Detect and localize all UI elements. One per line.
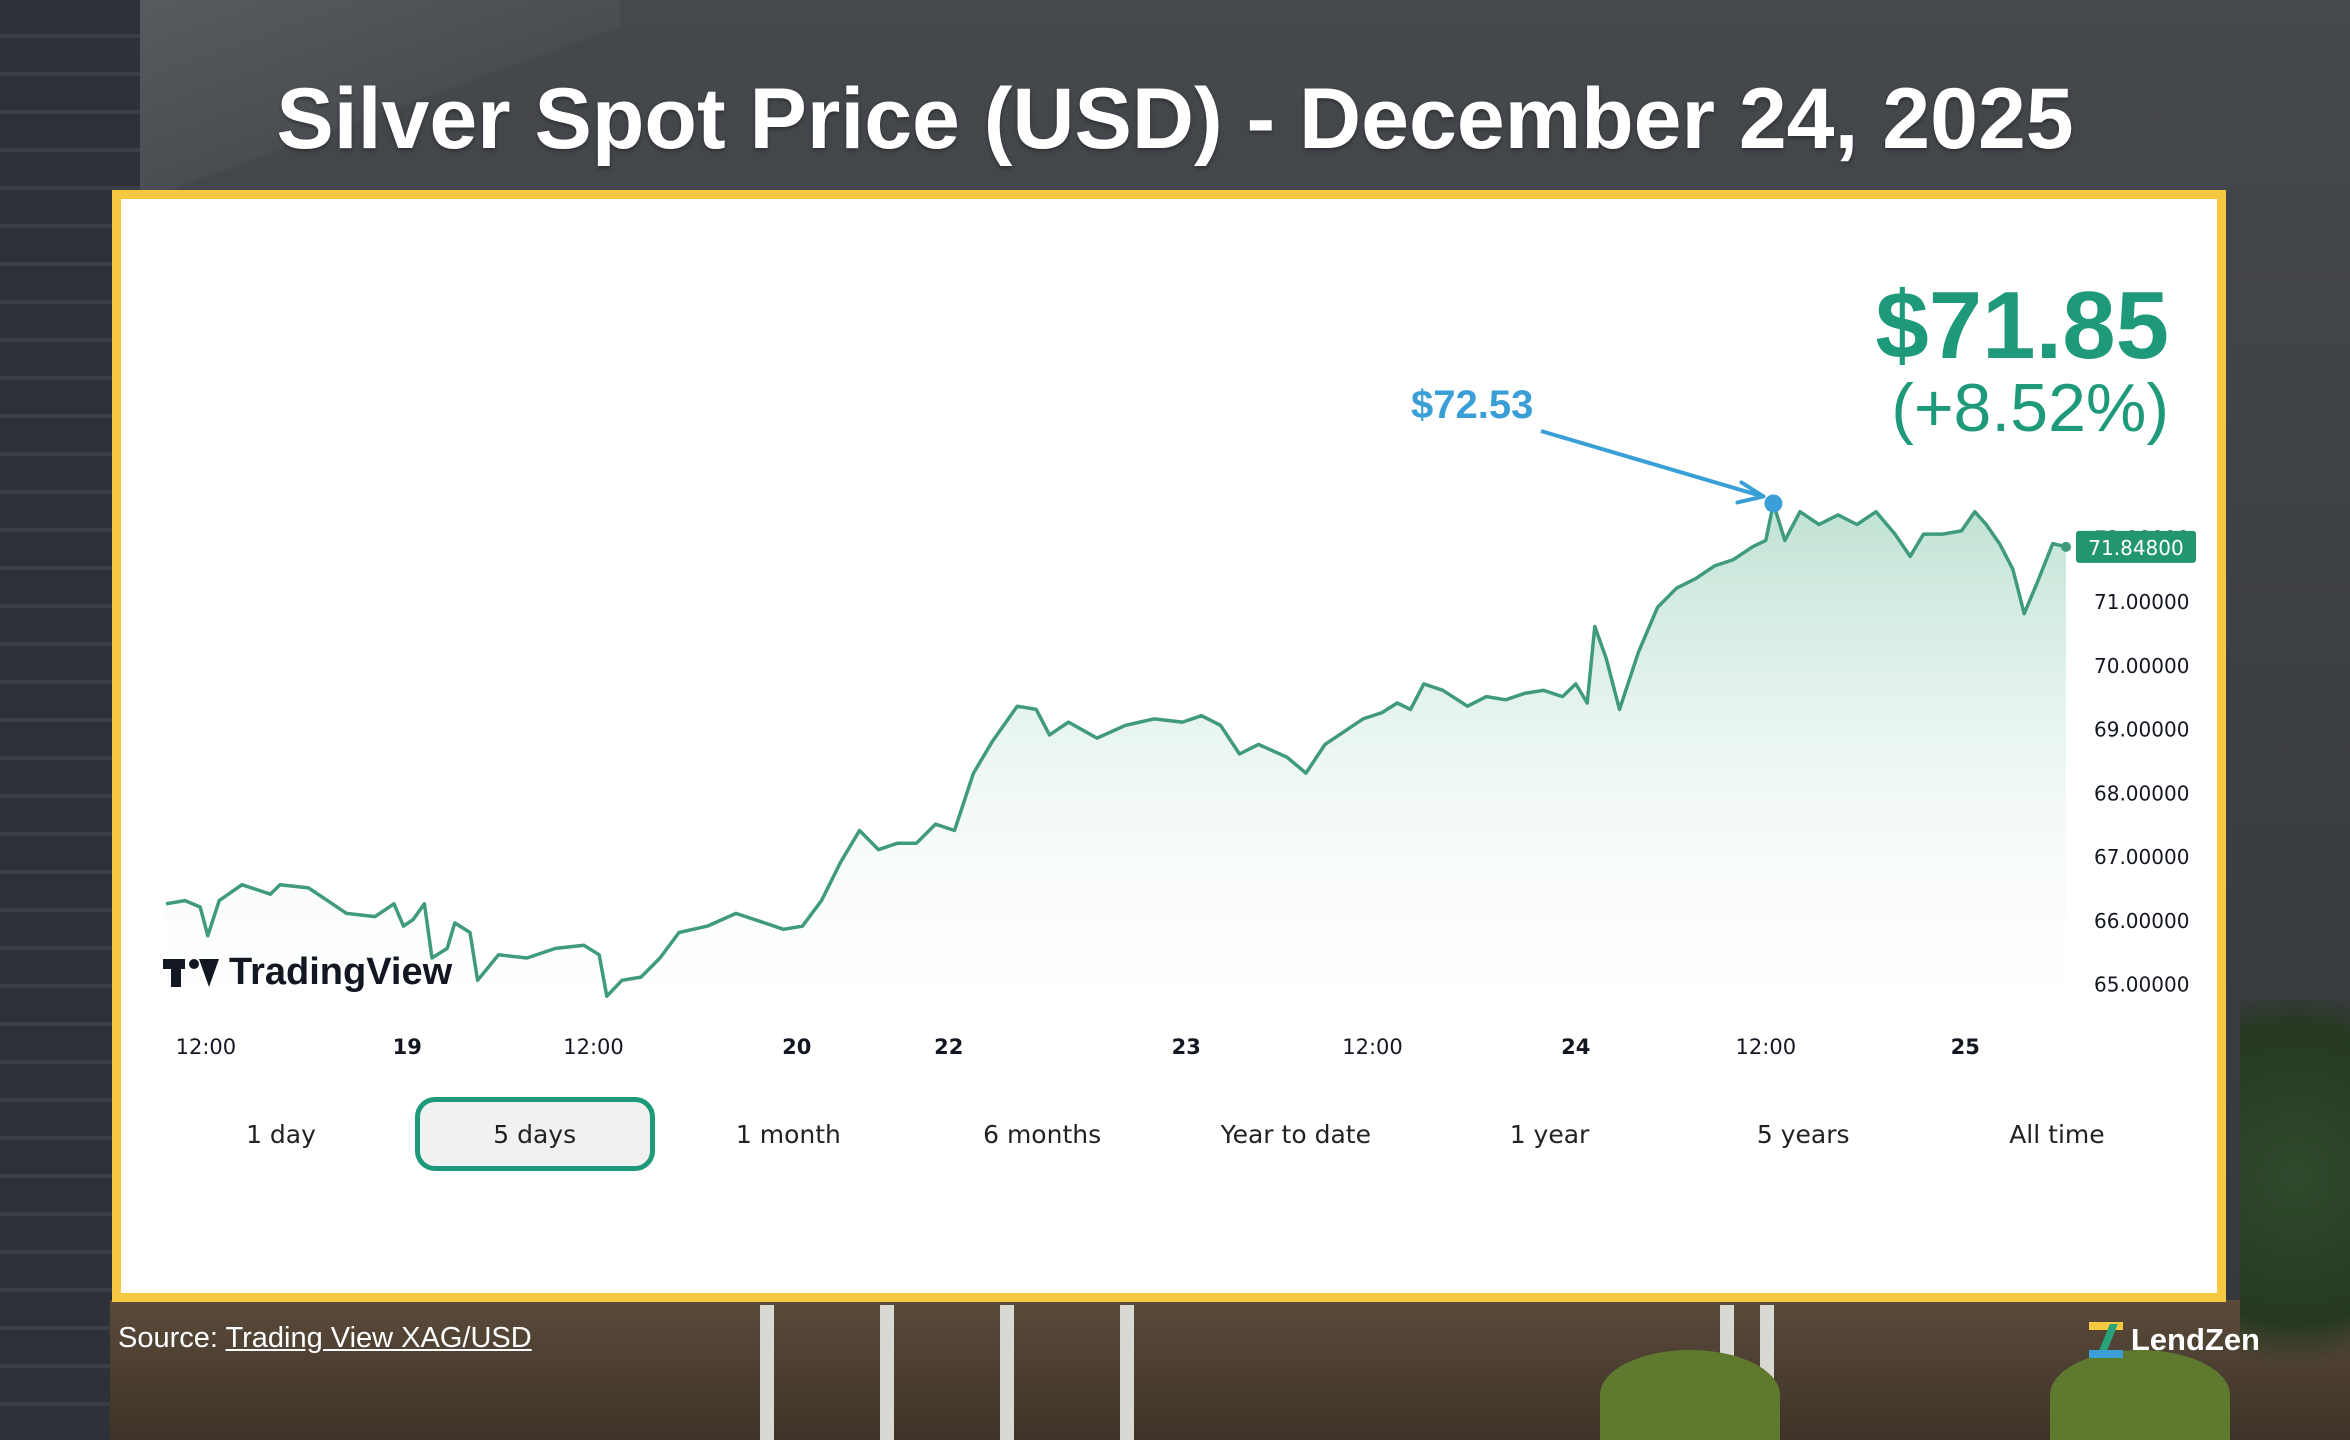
range-button-5-days[interactable]: 5 days bbox=[414, 1097, 655, 1171]
tradingview-logo-icon bbox=[163, 957, 219, 989]
last-price-tag-label: 71.84800 bbox=[2088, 536, 2183, 560]
range-button-1-day[interactable]: 1 day bbox=[246, 1119, 316, 1149]
peak-annotation-arrow bbox=[1540, 429, 1760, 498]
chart-panel: 65.00000 66.00000 67.00000 68.00000 69.00000… bbox=[112, 190, 2226, 1302]
lendzen-logo: LendZen bbox=[2088, 1322, 2260, 1358]
lendzen-logo-icon bbox=[2088, 1322, 2123, 1358]
x-tick-label: 22 bbox=[934, 1035, 963, 1059]
tradingview-logo-text: TradingView bbox=[229, 951, 453, 993]
brand-name: LendZen bbox=[2130, 1322, 2260, 1357]
range-button-1-month[interactable]: 1 month bbox=[735, 1119, 841, 1149]
y-tick-label: 66.00000 bbox=[2094, 909, 2189, 933]
x-tick-label: 20 bbox=[782, 1035, 811, 1059]
y-tick-label: 70.00000 bbox=[2094, 654, 2189, 678]
x-tick-label: 12:00 bbox=[563, 1035, 624, 1059]
source-link[interactable]: Trading View XAG/USD bbox=[225, 1322, 532, 1354]
page-title: Silver Spot Price (USD) - December 24, 2… bbox=[276, 71, 2074, 167]
source-prefix: Source: bbox=[118, 1322, 226, 1354]
x-tick-label: 23 bbox=[1172, 1035, 1201, 1059]
y-tick-label: 67.00000 bbox=[2094, 845, 2189, 869]
background-bush bbox=[1600, 1350, 1780, 1440]
background-rail bbox=[880, 1305, 894, 1440]
background-rail bbox=[1000, 1305, 1014, 1440]
y-tick-label: 68.00000 bbox=[2094, 781, 2189, 805]
last-price-tag bbox=[2076, 530, 2196, 563]
last-price-dot bbox=[2061, 541, 2071, 552]
range-button-6-months[interactable]: 6 months bbox=[983, 1119, 1102, 1149]
background-tree bbox=[2240, 1000, 2350, 1440]
y-tick-label: 71.00000 bbox=[2094, 590, 2189, 614]
price-area-fill bbox=[166, 503, 2066, 1017]
time-range-selector: 1 day 5 days 1 month 6 months Year to date 1 … bbox=[161, 1094, 2177, 1174]
current-price: $71.85 bbox=[1875, 272, 2169, 379]
range-button-5-years[interactable]: 5 years bbox=[1756, 1119, 1850, 1149]
peak-price-dot bbox=[1764, 494, 1783, 513]
range-button-all-time[interactable]: All time bbox=[2009, 1119, 2105, 1149]
price-line bbox=[165, 501, 2067, 998]
range-button-year-to-date[interactable]: Year to date bbox=[1220, 1119, 1371, 1149]
range-button-1-year[interactable]: 1 year bbox=[1509, 1119, 1590, 1149]
x-tick-label: 19 bbox=[393, 1035, 422, 1059]
background-rail bbox=[1120, 1305, 1134, 1440]
y-tick-label: 65.00000 bbox=[2094, 973, 2189, 997]
x-tick-label: 25 bbox=[1951, 1035, 1980, 1059]
x-tick-label: 12:00 bbox=[1342, 1035, 1403, 1059]
background-bush bbox=[2050, 1350, 2230, 1440]
y-tick-label: 69.00000 bbox=[2094, 718, 2189, 742]
peak-arrowhead bbox=[1735, 480, 1766, 505]
background-rail bbox=[760, 1305, 774, 1440]
price-chart: 65.00000 66.00000 67.00000 68.00000 69.00000… bbox=[165, 429, 2196, 1059]
background-porch bbox=[110, 1300, 2350, 1440]
x-tick-label: 24 bbox=[1561, 1035, 1590, 1059]
x-tick-label: 12:00 bbox=[1736, 1035, 1797, 1059]
tradingview-logo: TradingView bbox=[163, 951, 452, 994]
source-credit: Source: Trading View XAG/USD bbox=[118, 1322, 532, 1355]
x-tick-label: 12:00 bbox=[176, 1035, 237, 1059]
price-change-percent: (+8.52%) bbox=[1891, 370, 2169, 446]
peak-price-label: $72.53 bbox=[1411, 383, 1534, 427]
